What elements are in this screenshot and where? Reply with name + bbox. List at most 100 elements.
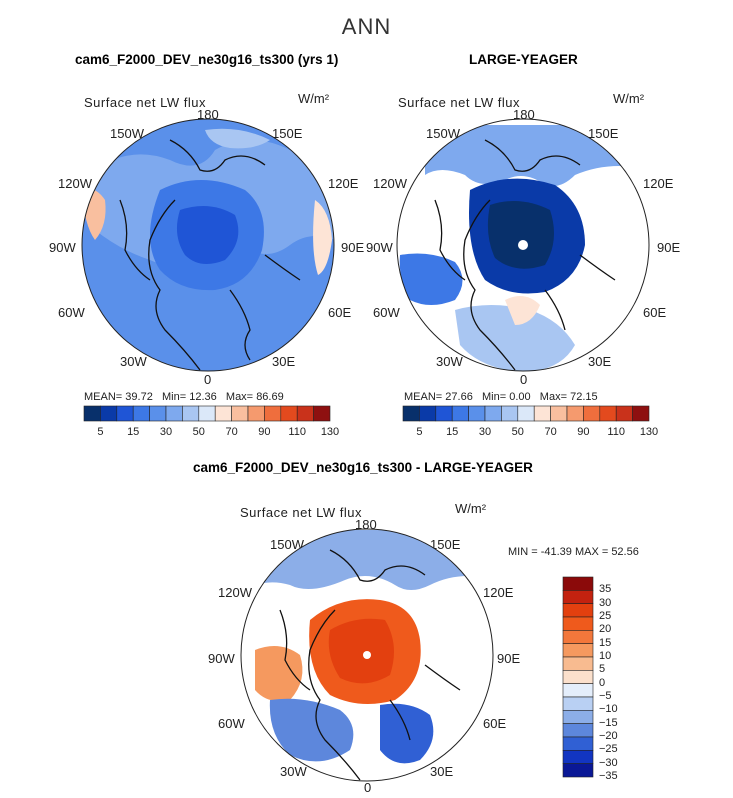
diff-lon-60w: 60W <box>218 716 245 731</box>
panel2-colorbar-swatch <box>599 405 617 422</box>
panel1-colorbar-tick-label: 30 <box>159 426 173 438</box>
panel1-lon-120e: 120E <box>328 176 359 191</box>
panel2-warm-patch <box>505 296 540 325</box>
diff-colorbar-swatch <box>562 696 594 711</box>
panel2-lon-180: 180 <box>513 107 535 122</box>
panel1-colorbar-swatch <box>296 405 314 422</box>
panel2-lon-120e: 120E <box>643 176 674 191</box>
panel2-case-title: LARGE-YEAGER <box>469 52 578 67</box>
diff-lon-0: 0 <box>364 780 372 795</box>
diff-lon-90w: 90W <box>208 651 235 666</box>
diff-colorbar-tick-label: −30 <box>599 756 618 769</box>
diff-colorbar-tick-label: 15 <box>599 636 612 649</box>
panel1-mean: 39.72 <box>125 391 153 403</box>
panel1-max: 86.69 <box>256 391 284 403</box>
panel2-lon-60w: 60W <box>373 305 400 320</box>
panel2-mean: 27.66 <box>445 391 473 403</box>
panel2-lon-30w: 30W <box>436 354 463 369</box>
panel1-variable-label: Surface net LW flux <box>84 95 206 110</box>
panel2-min: 0.00 <box>509 391 531 403</box>
diff-lon-60e: 60E <box>483 716 507 731</box>
panel1-colorbar-swatch <box>264 405 282 422</box>
panel1-colorbar-swatch <box>231 405 249 422</box>
panel1-lon-150w: 150W <box>110 126 144 141</box>
diff-colorbar-tick-label: 25 <box>599 610 612 622</box>
diff-case-title: cam6_F2000_DEV_ne30g16_ts300 - LARGE-YEA… <box>193 460 533 475</box>
diff-colorbar-swatch <box>562 763 594 778</box>
panel2-frame <box>396 118 650 372</box>
panel1-lon-30w: 30W <box>120 354 147 369</box>
panel1-colorbar-swatch <box>313 405 331 422</box>
panel1-colorbar-swatch <box>198 405 216 422</box>
panel1-colorbar-swatch <box>100 405 118 422</box>
diff-lon-30e: 30E <box>430 764 454 779</box>
diff-colorbar-tick-label: 0 <box>599 676 606 689</box>
panel2-lon-90e: 90E <box>657 240 681 255</box>
main-title: ANN <box>341 14 392 39</box>
panel1-colorbar-swatch <box>214 405 232 422</box>
diff-colorbar-swatch <box>562 710 594 724</box>
panel2-colorbar <box>402 405 650 422</box>
panel2-colorbar-tick-label: 130 <box>639 426 659 438</box>
diff-lon-120e: 120E <box>483 585 514 600</box>
panel2-lon-120w: 120W <box>373 176 407 191</box>
panel1-colorbar-tick-label: 70 <box>225 426 238 438</box>
diff-colorbar-swatch <box>562 670 594 684</box>
panel1-colorbar-tick-label: 130 <box>320 426 340 438</box>
diff-lon-120w: 120W <box>218 585 252 600</box>
panel1-field-bering <box>205 128 270 149</box>
diff-colorbar-swatch <box>562 656 594 671</box>
panel2-coastlines <box>434 139 616 371</box>
panel1-colorbar-tick-label: 5 <box>97 426 104 438</box>
diff-lon-150w: 150W <box>270 537 304 552</box>
panel2-colorbar-tick-label: 30 <box>478 426 492 438</box>
panel2-colorbar-tick-label: 15 <box>446 426 459 438</box>
panel2-field-labrador <box>399 253 463 305</box>
panel1-lon-0: 0 <box>204 372 212 387</box>
diff-colorbar-swatch <box>562 630 594 644</box>
panel1-colorbar-tick-label: 110 <box>288 426 306 438</box>
diff-field-labrador <box>269 698 354 762</box>
panel2-lon-60e: 60E <box>643 305 667 320</box>
diff-minmax: MIN = -41.39 MAX = 52.56 <box>508 546 639 558</box>
diff-colorbar-tick-label: 30 <box>599 596 612 609</box>
panel1-colorbar-swatch <box>83 405 101 422</box>
diff-colorbar-swatch <box>562 683 594 698</box>
panel2-stats: MEAN= 27.66 Min= 0.00 Max= 72.15 <box>404 391 598 403</box>
panel1-colorbar-swatch <box>280 405 298 422</box>
panel2-units: W/m² <box>613 91 645 106</box>
diff-colorbar-tick-label: 5 <box>599 663 606 676</box>
panel2-colorbar-tick-label: 5 <box>416 426 423 438</box>
diff-colorbar-tick-label: −25 <box>599 743 618 756</box>
panel1-map <box>82 119 334 371</box>
panel2-colorbar-tick-label: 90 <box>577 426 590 438</box>
diff-colorbar-tick-label: −10 <box>599 703 618 716</box>
panel2-colorbar-swatch <box>484 405 502 422</box>
panel1-colorbar <box>83 405 331 422</box>
panel1-field-core <box>176 206 239 264</box>
diff-colorbar-swatch <box>562 736 594 751</box>
panel2-colorbar-swatch <box>468 405 486 422</box>
panel1-colorbar-swatch <box>182 405 200 422</box>
panel1-lon-120w: 120W <box>58 176 92 191</box>
panel1-units: W/m² <box>298 91 330 106</box>
panel2-colorbar-tick-label: 70 <box>544 426 557 438</box>
panel1-colorbar-swatch <box>165 405 183 422</box>
panel2-min-label: Min= <box>481 391 507 403</box>
panel2-lon-0: 0 <box>520 372 528 387</box>
panel2-colorbar-swatch <box>402 405 420 422</box>
panel1-colorbar-tick-label: 15 <box>127 426 140 438</box>
panel1-max-label: Max= <box>225 391 254 403</box>
panel2-field-atlantic <box>455 305 575 371</box>
panel2-lon-30e: 30E <box>588 354 612 369</box>
diff-field-norway <box>380 703 434 764</box>
panel2-colorbar-swatch <box>533 405 551 422</box>
panel2-colorbar-swatch <box>451 405 469 422</box>
diff-pole-mask <box>363 651 371 659</box>
panel1-colorbar-swatch <box>132 405 150 422</box>
panel1-colorbar-swatch <box>116 405 134 422</box>
panel1-colorbar-swatch <box>247 405 265 422</box>
diff-colorbar-tick-label: 10 <box>599 650 612 662</box>
panel1-min: 12.36 <box>189 391 217 403</box>
diff-lon-150e: 150E <box>430 537 461 552</box>
